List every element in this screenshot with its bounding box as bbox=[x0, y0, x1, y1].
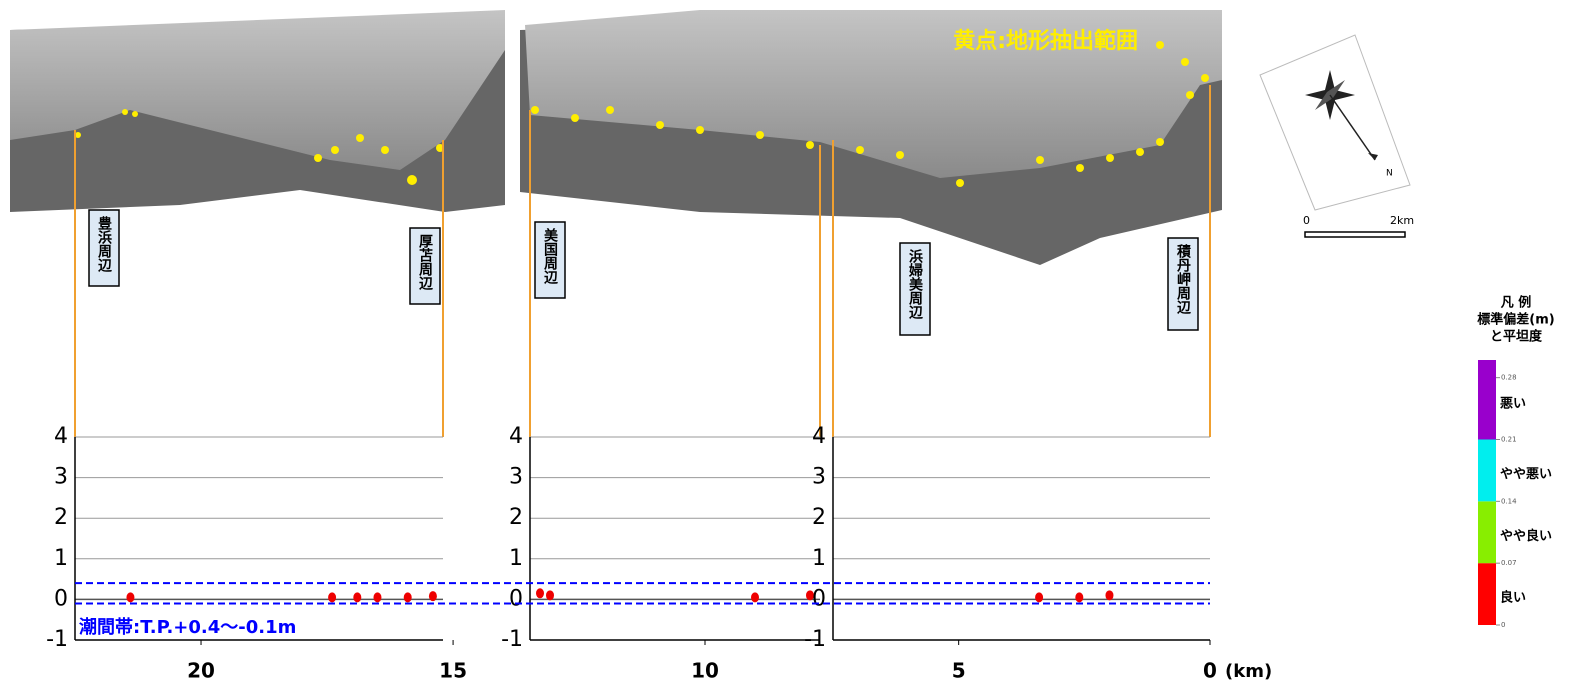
place-label: 積丹岬周辺 bbox=[1175, 243, 1192, 315]
map-annotation: 黄点:地形抽出範囲 bbox=[953, 28, 1138, 54]
point bbox=[546, 590, 554, 600]
scale-label: 2km bbox=[1390, 214, 1414, 227]
y-tick-label: 4 bbox=[509, 424, 523, 449]
legend-label: 良い bbox=[1500, 590, 1526, 606]
y-tick-label: 2 bbox=[509, 505, 523, 530]
place-label: 豊浜周辺 bbox=[96, 215, 112, 273]
x-tick-label: 20 bbox=[187, 659, 215, 683]
legend-swatch bbox=[1478, 360, 1496, 440]
y-tick-label: 4 bbox=[54, 424, 68, 449]
point bbox=[328, 592, 336, 602]
y-tick-label: 4 bbox=[812, 424, 826, 449]
point bbox=[1075, 592, 1083, 602]
x-tick-label: 5 bbox=[952, 659, 966, 683]
point bbox=[126, 592, 134, 602]
legend-tick-label: 0.28 bbox=[1501, 374, 1517, 382]
legend-label: やや良い bbox=[1500, 528, 1552, 544]
legend-swatch bbox=[1478, 501, 1496, 563]
y-tick-label: -1 bbox=[46, 627, 68, 652]
x-unit: (km) bbox=[1225, 661, 1272, 682]
north-label: N bbox=[1386, 169, 1393, 179]
y-tick-label: 0 bbox=[54, 586, 68, 611]
y-tick-label: 2 bbox=[812, 505, 826, 530]
point bbox=[1105, 590, 1113, 600]
legend-label: やや悪い bbox=[1500, 467, 1552, 482]
place-label: 厚苫周辺 bbox=[417, 234, 433, 291]
legend-title: 凡 例 bbox=[1501, 295, 1532, 311]
place-label: 美国周辺 bbox=[542, 227, 558, 285]
tidal-label: 潮間帯:T.P.+0.4～-0.1m bbox=[79, 616, 296, 638]
legend-title: と平坦度 bbox=[1490, 329, 1543, 345]
y-tick-label: 0 bbox=[509, 586, 523, 611]
page: 黄点:地形抽出範囲 N 0 2km -1012342015-10123410-1… bbox=[0, 0, 1584, 693]
scale-bar: 0 2km bbox=[1303, 214, 1414, 237]
point bbox=[751, 592, 759, 602]
y-tick-label: -1 bbox=[804, 627, 826, 652]
scale-label: 0 bbox=[1303, 214, 1310, 227]
y-tick-label: 3 bbox=[509, 465, 523, 490]
legend-tick-label: 0 bbox=[1501, 621, 1505, 629]
point bbox=[373, 592, 381, 602]
legend-title: 標準偏差(m) bbox=[1477, 312, 1554, 328]
y-tick-label: 1 bbox=[509, 546, 523, 571]
place-label: 浜婦美周辺 bbox=[907, 248, 924, 320]
point bbox=[1035, 592, 1043, 602]
y-tick-label: -1 bbox=[501, 627, 523, 652]
figure: 黄点:地形抽出範囲 N 0 2km -1012342015-10123410-1… bbox=[0, 0, 1584, 693]
x-tick-label: 15 bbox=[439, 659, 467, 683]
point bbox=[536, 588, 544, 598]
legend-swatch bbox=[1478, 440, 1496, 502]
point bbox=[429, 591, 437, 601]
y-tick-label: 0 bbox=[812, 586, 826, 611]
y-tick-label: 1 bbox=[812, 546, 826, 571]
point bbox=[404, 592, 412, 602]
legend-tick-label: 0.14 bbox=[1501, 497, 1517, 505]
x-tick-label: 10 bbox=[691, 659, 719, 683]
y-tick-label: 1 bbox=[54, 546, 68, 571]
legend-label: 悪い bbox=[1500, 396, 1526, 411]
point bbox=[353, 592, 361, 602]
y-tick-label: 2 bbox=[54, 505, 68, 530]
legend-swatch bbox=[1478, 563, 1496, 625]
y-tick-label: 3 bbox=[54, 465, 68, 490]
legend-tick-label: 0.21 bbox=[1501, 436, 1517, 444]
compass: N bbox=[1260, 35, 1410, 210]
y-tick-label: 3 bbox=[812, 465, 826, 490]
x-tick-label: 0 bbox=[1203, 659, 1217, 683]
legend-tick-label: 0.07 bbox=[1501, 559, 1517, 567]
charts: -1 0 1 2 3 4 20 15 -1 0 1 2 3 4 10 -1 0 1 2 3 4 5 0 (km) 潮間帯:T.P… bbox=[46, 424, 1272, 683]
